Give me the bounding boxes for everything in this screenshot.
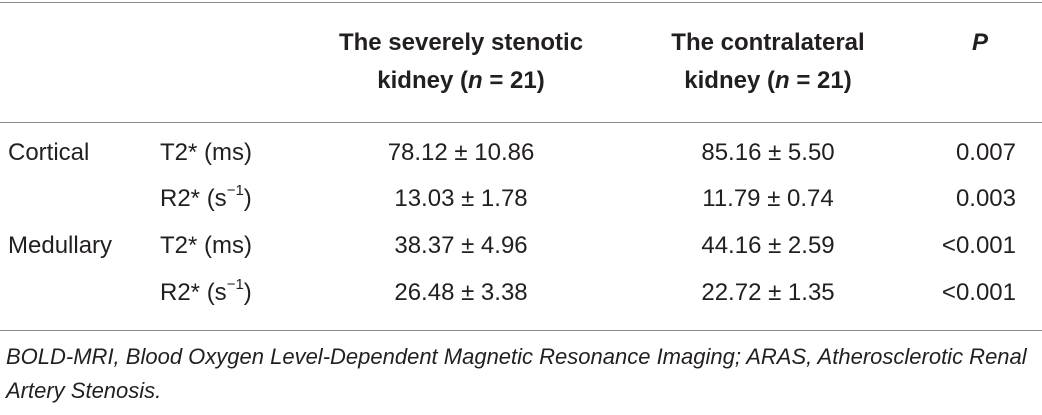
header-contralateral: The contralateral kidney (n = 21) [630, 24, 906, 100]
row-contralateral-value: 85.16 ± 5.50 [701, 139, 835, 166]
row-contralateral-value: 22.72 ± 1.35 [701, 279, 835, 306]
row-severe-value: 78.12 ± 10.86 [387, 139, 535, 166]
header-severely-line1: The severely stenotic [338, 29, 584, 56]
header-severely-line2: kidney (n = 21) [377, 67, 545, 94]
row-parameter-label: R2* (s−1) [160, 182, 252, 212]
row-parameter-label: R2* (s−1) [160, 276, 252, 306]
row-contralateral-value: 44.16 ± 2.59 [701, 232, 835, 259]
row-p-value: <0.001 [941, 232, 1016, 259]
header-contralateral-line1: The contralateral [671, 29, 865, 56]
row-region-label: Cortical [8, 139, 90, 166]
row-contralateral-value: 11.79 ± 0.74 [702, 185, 834, 212]
table-top-rule [0, 2, 1042, 3]
row-p-value: <0.001 [941, 279, 1016, 306]
header-contralateral-line2: kidney (n = 21) [684, 67, 852, 94]
header-severely-stenotic: The severely stenotic kidney (n = 21) [296, 24, 626, 100]
row-p-value: 0.007 [955, 139, 1016, 166]
row-region-label: Medullary [8, 232, 113, 259]
row-parameter-label: T2* (ms) [160, 139, 252, 166]
header-p-value: P [971, 29, 988, 56]
table-footnote: BOLD-MRI, Blood Oxygen Level-Dependent M… [6, 344, 1027, 403]
table-header-rule [0, 122, 1042, 123]
row-severe-value: 26.48 ± 3.38 [394, 279, 528, 306]
row-parameter-label: T2* (ms) [160, 232, 252, 259]
row-severe-value: 13.03 ± 1.78 [394, 185, 528, 212]
table-bottom-rule [0, 330, 1042, 331]
row-p-value: 0.003 [955, 185, 1016, 212]
row-severe-value: 38.37 ± 4.96 [394, 232, 528, 259]
